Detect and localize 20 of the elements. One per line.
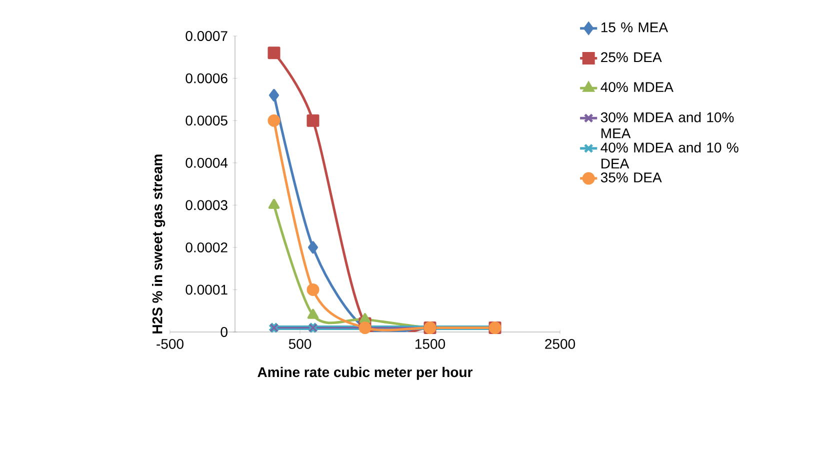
y-tick-label: 0.0003 — [186, 200, 228, 210]
legend-label: 40% MDEA and 10 % DEA — [600, 142, 738, 168]
legend-label: 40% MDEA — [600, 82, 674, 92]
x-tick-label: 2500 — [545, 338, 576, 349]
x-axis-title: Amine rate cubic meter per hour — [258, 366, 473, 380]
legend-label: 25% DEA — [601, 52, 662, 62]
x-tick-label: 1500 — [415, 338, 446, 349]
y-tick-label: 0 — [220, 327, 228, 337]
legend-label: 15 % MEA — [601, 22, 668, 32]
y-axis-title: H2S % in sweet gas stream — [152, 154, 166, 334]
legend-label: 30% MDEA and 10% MEA — [600, 112, 734, 138]
y-tick-label: 0.0005 — [186, 116, 228, 126]
x-tick-label: -500 — [156, 338, 184, 349]
x-tick-label: 500 — [288, 338, 312, 349]
y-tick-label: 0.0002 — [186, 242, 228, 252]
y-tick-label: 0.0001 — [186, 284, 228, 295]
y-tick-label: 0.0006 — [186, 73, 228, 84]
legend-label: 35% DEA — [600, 172, 662, 182]
y-tick-label: 0.0007 — [186, 31, 228, 41]
y-tick-label: 0.0004 — [186, 158, 228, 168]
